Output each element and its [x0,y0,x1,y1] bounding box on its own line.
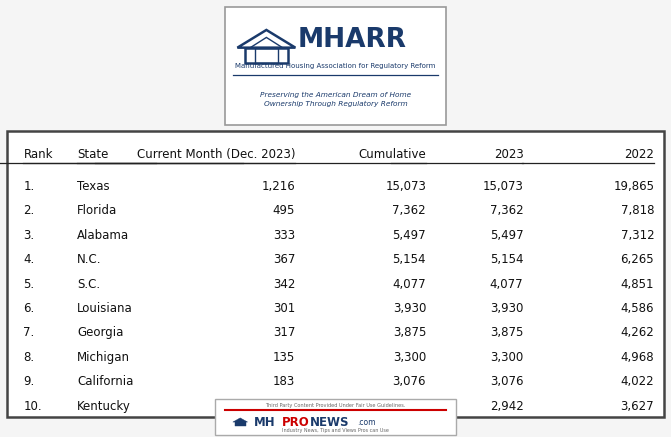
FancyBboxPatch shape [225,7,446,125]
Text: 3,300: 3,300 [490,351,523,364]
Text: 2,942: 2,942 [393,400,426,413]
Text: 15,073: 15,073 [482,180,523,193]
Text: 5,497: 5,497 [490,229,523,242]
Text: MH: MH [254,416,275,429]
Text: 5,154: 5,154 [393,253,426,266]
Text: 1.: 1. [23,180,35,193]
Text: 2023: 2023 [494,148,523,161]
Text: 5,497: 5,497 [393,229,426,242]
Text: Michigan: Michigan [77,351,130,364]
Text: Manufactured Housing Association for Regulatory Reform: Manufactured Housing Association for Reg… [236,62,435,69]
Text: 7,362: 7,362 [490,204,523,217]
Text: 367: 367 [273,253,295,266]
Text: 6.: 6. [23,302,35,315]
Text: 4,262: 4,262 [621,326,654,340]
Text: 5.: 5. [23,277,35,291]
Text: 4,851: 4,851 [621,277,654,291]
Text: 237: 237 [273,400,295,413]
Text: 4,968: 4,968 [621,351,654,364]
Text: 7,818: 7,818 [621,204,654,217]
Text: Cumulative: Cumulative [358,148,426,161]
Text: 4,586: 4,586 [621,302,654,315]
Text: 135: 135 [273,351,295,364]
Text: 3,076: 3,076 [393,375,426,388]
Text: 2022: 2022 [624,148,654,161]
Text: 10.: 10. [23,400,42,413]
Polygon shape [235,422,246,427]
Text: 183: 183 [273,375,295,388]
Text: State: State [77,148,109,161]
Text: 3,627: 3,627 [621,400,654,413]
Text: Kentucky: Kentucky [77,400,131,413]
Text: 1,216: 1,216 [262,180,295,193]
Text: 15,073: 15,073 [385,180,426,193]
Text: S.C.: S.C. [77,277,100,291]
Text: 2.: 2. [23,204,35,217]
Text: Alabama: Alabama [77,229,130,242]
Text: 2,942: 2,942 [490,400,523,413]
Text: 333: 333 [273,229,295,242]
Text: MHARR: MHARR [297,27,406,52]
Text: 3,300: 3,300 [393,351,426,364]
Text: Georgia: Georgia [77,326,123,340]
Text: Florida: Florida [77,204,117,217]
Text: 4,022: 4,022 [621,375,654,388]
Polygon shape [233,418,248,422]
Text: 3,930: 3,930 [490,302,523,315]
Text: Third Party Content Provided Under Fair Use Guidelines.: Third Party Content Provided Under Fair … [265,403,406,408]
Text: 301: 301 [273,302,295,315]
Text: 19,865: 19,865 [613,180,654,193]
Text: 6,265: 6,265 [621,253,654,266]
Text: PRO: PRO [282,416,309,429]
Text: 8.: 8. [23,351,35,364]
Text: Texas: Texas [77,180,110,193]
Text: 7,312: 7,312 [621,229,654,242]
Text: NEWS: NEWS [310,416,350,429]
Text: 495: 495 [273,204,295,217]
Text: 317: 317 [273,326,295,340]
Text: 3,875: 3,875 [393,326,426,340]
Text: 9.: 9. [23,375,35,388]
Text: 7,362: 7,362 [393,204,426,217]
Text: Preserving the American Dream of Home
Ownership Through Regulatory Reform: Preserving the American Dream of Home Ow… [260,92,411,107]
Text: 4.: 4. [23,253,35,266]
Text: 3,076: 3,076 [490,375,523,388]
Text: Louisiana: Louisiana [77,302,133,315]
Text: 3,875: 3,875 [490,326,523,340]
Text: 5,154: 5,154 [490,253,523,266]
Text: N.C.: N.C. [77,253,102,266]
Text: 3,930: 3,930 [393,302,426,315]
Text: Current Month (Dec. 2023): Current Month (Dec. 2023) [137,148,295,161]
Text: .com: .com [357,418,376,427]
Text: 7.: 7. [23,326,35,340]
Text: 4,077: 4,077 [393,277,426,291]
Text: Industry News, Tips and Views Pros can Use: Industry News, Tips and Views Pros can U… [282,428,389,433]
Text: California: California [77,375,134,388]
FancyBboxPatch shape [215,399,456,435]
Text: Rank: Rank [23,148,53,161]
Text: 3.: 3. [23,229,35,242]
Text: 342: 342 [273,277,295,291]
Text: 4,077: 4,077 [490,277,523,291]
FancyBboxPatch shape [7,131,664,417]
